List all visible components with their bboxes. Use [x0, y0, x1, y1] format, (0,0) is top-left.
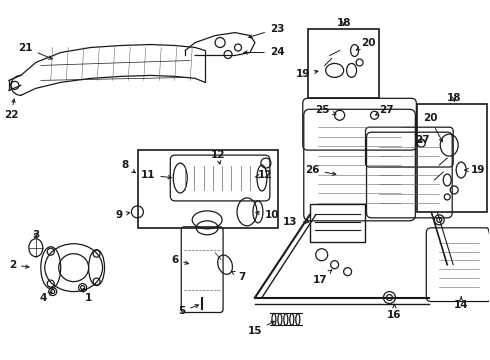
- Text: 10: 10: [256, 210, 279, 220]
- Text: 27: 27: [375, 105, 394, 115]
- Bar: [308, 28, 379, 98]
- Text: 3: 3: [32, 230, 39, 240]
- Bar: [310, 204, 365, 242]
- Text: 19: 19: [295, 69, 318, 80]
- Text: 13: 13: [283, 217, 309, 227]
- Text: 23: 23: [249, 24, 284, 38]
- Text: 24: 24: [244, 48, 285, 58]
- Text: 18: 18: [447, 93, 462, 103]
- Text: 5: 5: [178, 305, 198, 316]
- Text: 18: 18: [336, 18, 351, 28]
- Text: 6: 6: [171, 255, 189, 265]
- Text: 12: 12: [255, 170, 272, 180]
- Text: 9: 9: [115, 210, 130, 220]
- Text: 20: 20: [423, 113, 442, 142]
- Text: 22: 22: [3, 99, 18, 120]
- Text: 27: 27: [415, 135, 429, 145]
- Bar: [417, 104, 487, 212]
- Text: 14: 14: [454, 297, 468, 310]
- Text: 16: 16: [387, 305, 402, 320]
- Text: 11: 11: [141, 170, 172, 180]
- Text: 7: 7: [231, 271, 245, 282]
- Text: 12: 12: [211, 150, 225, 164]
- Text: 17: 17: [313, 270, 332, 285]
- Text: 25: 25: [315, 105, 336, 115]
- Text: 1: 1: [83, 288, 92, 302]
- Text: 2: 2: [9, 260, 29, 270]
- Text: 19: 19: [465, 165, 486, 175]
- Text: 4: 4: [39, 292, 52, 302]
- Text: 26: 26: [305, 165, 336, 175]
- Text: 20: 20: [356, 37, 376, 50]
- Text: 21: 21: [18, 42, 52, 59]
- Text: 8: 8: [121, 160, 135, 173]
- Bar: [138, 150, 278, 228]
- Text: 15: 15: [247, 321, 274, 336]
